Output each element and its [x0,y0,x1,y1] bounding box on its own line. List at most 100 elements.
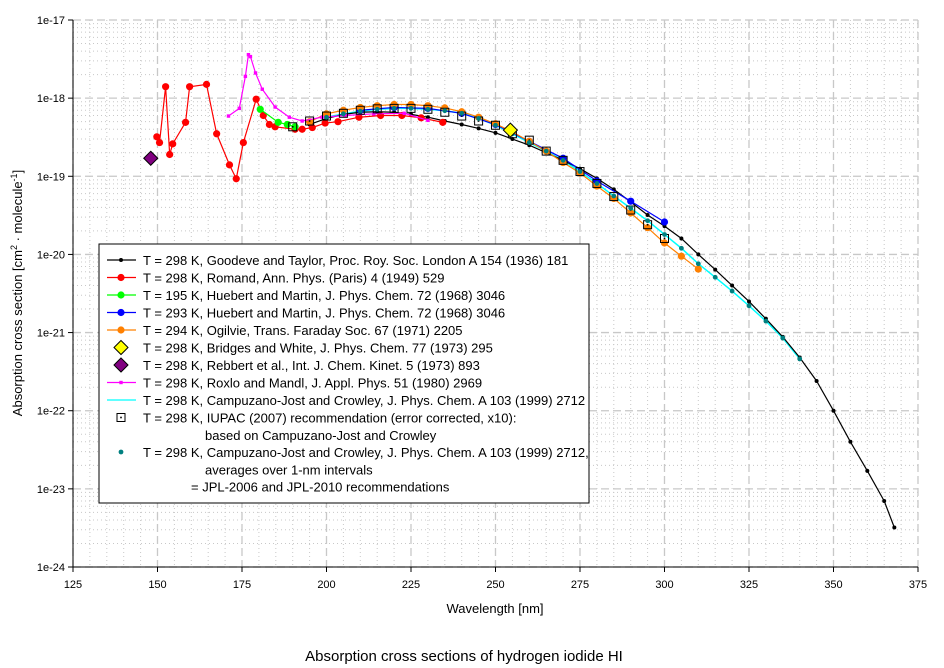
data-point [252,95,260,103]
data-point [202,80,211,88]
data-point [408,105,414,111]
y-tick-label: 1e-20 [37,249,65,261]
data-point [729,288,735,294]
legend: T = 298 K, Goodeve and Taylor, Proc. Roy… [98,243,590,504]
y-axis-label: Absorption cross section [cm2 · molecule… [9,170,25,416]
x-tick-label: 125 [64,579,82,591]
data-point [273,105,277,109]
data-point [322,111,331,121]
data-point [253,71,258,75]
x-tick-label: 375 [909,579,927,591]
data-point [298,125,306,133]
data-point [440,107,450,117]
data-point-center [120,416,122,419]
x-tick-label: 225 [402,579,420,591]
data-point [526,140,532,145]
legend-label: T = 298 K, Campuzano-Jost and Crowley, J… [143,393,585,408]
data-point [374,106,380,112]
data-point [406,103,416,113]
data-point [780,335,786,341]
data-point [237,106,241,111]
data-point [695,261,701,267]
series-line [259,108,296,128]
data-point [628,205,634,211]
data-point [169,140,177,148]
x-tick-label: 350 [824,579,842,591]
data-point [575,167,585,177]
legend-label: T = 298 K, Campuzano-Jost and Crowley, J… [143,445,589,460]
legend-label: T = 298 K, Bridges and White, J. Phys. C… [143,341,493,356]
data-point [226,114,231,118]
data-point [162,83,170,91]
data-point [746,303,752,309]
data-point [391,105,397,111]
data-point [611,193,617,199]
legend-label-cont: based on Campuzano-Jost and Crowley [205,428,437,443]
legend-item: T = 298 K, Bridges and White, J. Phys. C… [113,339,493,356]
data-point [594,181,600,186]
data-point [763,318,769,324]
data-point-center [308,120,311,122]
data-point-center [663,237,666,240]
data-point [543,148,549,154]
data-point [679,245,684,251]
data-point [609,192,619,202]
data-point [442,108,448,114]
data-point [118,449,124,455]
data-point [265,120,273,129]
data-point [324,114,329,120]
data-point [232,175,240,183]
data-point [459,110,465,116]
data-point [747,299,751,304]
data-point [259,111,267,120]
data-point [356,103,364,112]
legend-item: T = 298 K, Roxlo and Mandl, J. Appl. Phy… [107,376,482,391]
data-point [677,252,686,260]
data-point [713,267,718,272]
data-point [679,236,684,241]
legend-item: T = 294 K, Ogilvie, Trans. Faraday Soc. … [107,323,463,338]
legend-item: T = 298 K, IUPAC (2007) recommendation (… [116,411,516,443]
data-point [239,138,247,147]
data-point [166,150,174,159]
data-point [186,83,194,91]
legend-label-cont: = JPL-2006 and JPL-2010 recommendations [191,480,450,495]
x-axis-label: Wavelength [nm] [446,601,543,616]
legend-item: T = 293 K, Huebert and Martin, J. Phys. … [107,306,505,321]
data-point [256,105,264,113]
data-point [119,380,123,385]
legend-item: T = 195 K, Huebert and Martin, J. Phys. … [107,288,505,303]
data-point [338,108,348,118]
data-point [321,119,329,127]
data-point [541,146,551,156]
data-point [402,111,406,115]
data-point [308,123,316,132]
legend-label: T = 298 K, Romand, Ann. Phys. (Paris) 4 … [143,271,444,286]
data-point [425,106,431,112]
y-tick-label: 1e-17 [37,15,65,27]
data-point [560,157,566,163]
data-point [645,212,650,217]
legend-label: T = 298 K, IUPAC (2007) recommendation (… [143,411,516,426]
data-point [339,106,347,114]
data-point [334,118,342,126]
series-9 [288,103,669,243]
series-2 [256,105,299,131]
data-point [283,120,291,129]
data-point-center [460,115,463,117]
data-marks [143,52,897,530]
y-tick-label: 1e-19 [37,171,65,183]
data-point [491,120,500,130]
x-tick-label: 200 [317,579,335,591]
data-point [577,169,583,174]
data-point [476,126,481,131]
data-point [300,119,304,123]
data-point [644,224,652,232]
data-point [117,326,125,334]
legend-label: T = 298 K, Roxlo and Mandl, J. Appl. Phy… [143,376,482,391]
data-point [113,357,129,373]
data-point [848,439,853,444]
data-point [243,74,248,79]
data-point [287,115,292,119]
data-point [373,102,381,110]
